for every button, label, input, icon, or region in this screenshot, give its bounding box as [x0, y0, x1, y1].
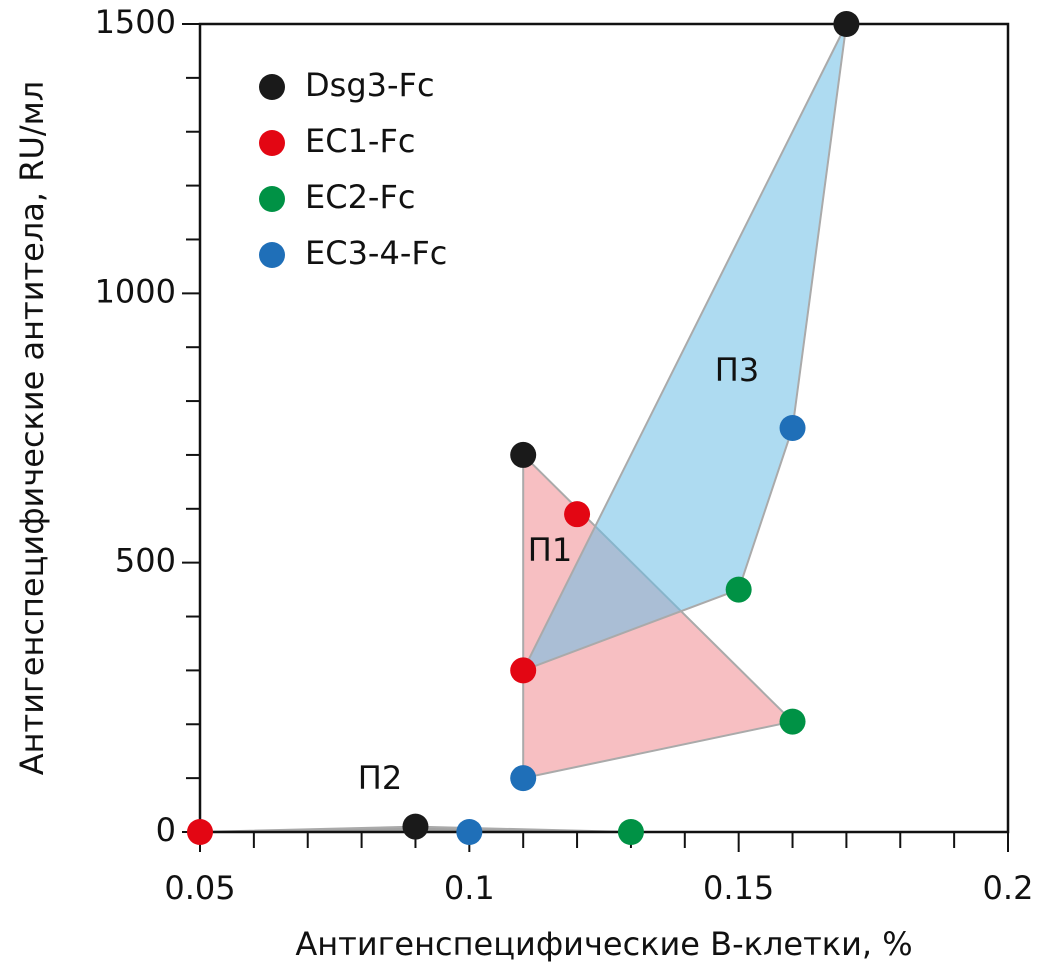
y-tick-label: 1500 — [95, 3, 176, 41]
y-tick-label: 0 — [156, 811, 176, 849]
point — [779, 415, 806, 441]
x-tick-label: 0.2 — [983, 869, 1034, 907]
region-label: П2 — [358, 759, 402, 797]
region — [521, 23, 848, 673]
region-label: П1 — [528, 531, 572, 569]
point — [510, 765, 537, 792]
legend-label: EC2-Fc — [305, 178, 415, 216]
point — [564, 501, 591, 528]
y-tick-label: 1000 — [95, 272, 176, 310]
point — [187, 819, 213, 845]
point — [617, 819, 644, 845]
region-label: П3 — [715, 351, 759, 389]
y-tick-label: 500 — [115, 542, 176, 580]
legend-label: EC3-4-Fc — [305, 234, 447, 272]
x-tick-label: 0.1 — [444, 869, 495, 907]
x-axis-label: Антигенспецифические B-клетки, % — [295, 925, 912, 963]
y-axis-label: Антигенспецифические антитела, RU/мл — [13, 81, 51, 776]
point — [456, 819, 483, 845]
point — [510, 657, 537, 684]
legend-marker — [259, 242, 285, 268]
point — [402, 813, 429, 840]
point — [833, 11, 860, 37]
legend-marker — [259, 186, 285, 212]
point — [510, 441, 537, 468]
x-tick-label: 0.05 — [164, 869, 235, 907]
point — [779, 708, 806, 735]
legend-label: Dsg3-Fc — [305, 66, 435, 104]
legend-marker — [259, 74, 285, 100]
point — [725, 576, 752, 603]
legend-label: EC1-Fc — [305, 122, 415, 160]
x-tick-label: 0.15 — [703, 869, 774, 907]
legend-marker — [259, 130, 285, 156]
plot-frame — [198, 22, 1010, 834]
